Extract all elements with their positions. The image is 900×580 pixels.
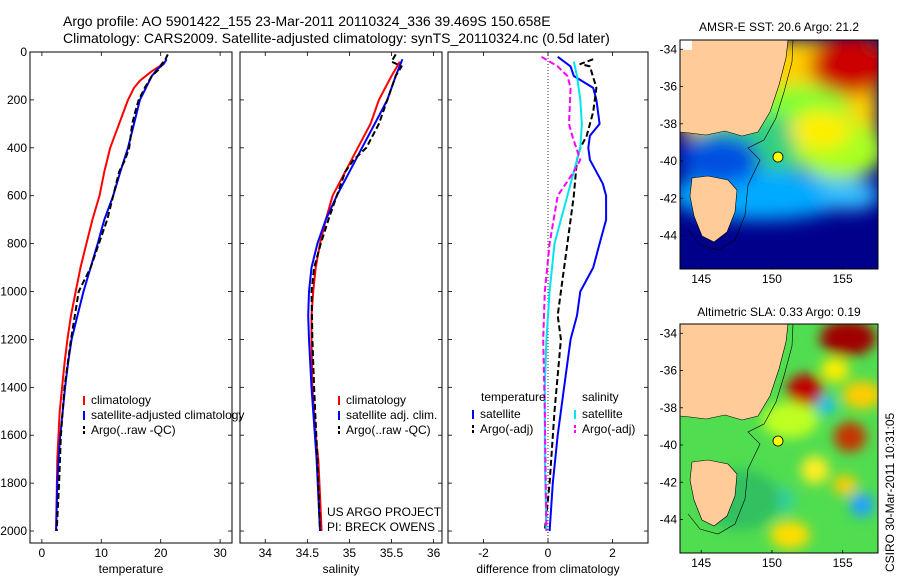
sla_map-lon-tick-label: 145 bbox=[691, 556, 711, 570]
sla-map: 145 150 155 -34 -36 -38 -40 -42 -44 bbox=[660, 323, 879, 570]
depth-tick-label: 1200 bbox=[0, 332, 27, 346]
difference-x-tick-label: -2 bbox=[478, 546, 489, 560]
sst_map-lat-tick-label: -36 bbox=[660, 80, 678, 94]
temperature-legend-entry: Argo(..raw -QC) bbox=[91, 423, 176, 437]
depth-tick-label: 400 bbox=[7, 141, 27, 155]
temperature-x-axis-label: temperature bbox=[99, 562, 164, 576]
sst_map-lon-tick-label: 145 bbox=[691, 272, 711, 286]
australia-mainland-shape bbox=[680, 40, 789, 137]
tasmania-shape-sla bbox=[689, 459, 738, 527]
sst-map: 145 150 155 -34 -36 -38 -40 -42 -44 bbox=[660, 39, 879, 286]
figure-title-line2: Climatology: CARS2009. Satellite-adjuste… bbox=[63, 30, 610, 46]
sla_map-lat-tick-label: -42 bbox=[660, 475, 678, 489]
sst_map-lat-tick-label: -44 bbox=[660, 228, 678, 242]
depth-tick-label: 600 bbox=[7, 189, 27, 203]
sst-map-title: AMSR-E SST: 20.6 Argo: 21.2 bbox=[699, 20, 859, 34]
salinity-x-tick-label: 35 bbox=[343, 546, 357, 560]
project-credit: US ARGO PROJECT bbox=[327, 505, 442, 519]
difference-series-0 bbox=[548, 55, 608, 532]
salinity-axes-box bbox=[239, 51, 443, 544]
sst_map-lat-tick-label: -42 bbox=[660, 191, 678, 205]
salinity-series-1 bbox=[307, 58, 404, 532]
difference-legend-entry: satellite bbox=[582, 407, 623, 421]
sla-map-axes: 145 150 155 -34 -36 -38 -40 -42 -44 bbox=[660, 326, 853, 570]
depth-tick-label: 200 bbox=[7, 93, 27, 107]
salinity-legend-entry: Argo(..raw -QC) bbox=[346, 423, 431, 437]
sla_map-lon-tick-label: 150 bbox=[762, 556, 782, 570]
salinity-series-0 bbox=[310, 61, 401, 532]
difference-panel: -2 0 2 difference from climatology temperatu… bbox=[447, 51, 649, 576]
temperature-legend-entry: satellite-adjusted climatology bbox=[91, 408, 244, 422]
sla_map-lat-tick-label: -36 bbox=[660, 364, 678, 378]
difference-legend-entry: satellite bbox=[480, 407, 521, 421]
figure-title-line1: Argo profile: AO 5901422_155 23-Mar-2011… bbox=[63, 13, 551, 29]
sla_map-lat-tick-label: -44 bbox=[660, 512, 678, 526]
temperature-x-tick-label: 30 bbox=[213, 546, 227, 560]
argo-float-marker-sst bbox=[772, 151, 784, 163]
depth-tick-label: 1600 bbox=[0, 428, 27, 442]
depth-tick-label: 0 bbox=[20, 45, 27, 59]
sst_map-lat-tick-label: -34 bbox=[660, 42, 678, 56]
temperature-x-tick-label: 0 bbox=[39, 546, 46, 560]
salinity-panel: 34 34.5 35 35.5 36 salinity climatologysatelli… bbox=[239, 51, 443, 576]
sst-map-axes: 145 150 155 -34 -36 -38 -40 -42 -44 bbox=[660, 42, 853, 286]
temperature-x-tick-label: 10 bbox=[95, 546, 109, 560]
difference-x-axis-label: difference from climatology bbox=[476, 562, 619, 576]
salinity-x-axis-label: salinity bbox=[323, 562, 360, 576]
sla_map-lat-tick-label: -38 bbox=[660, 401, 678, 415]
difference-legend-header-salinity: salinity bbox=[582, 390, 619, 404]
depth-tick-label: 1800 bbox=[0, 476, 27, 490]
difference-series-3 bbox=[540, 55, 582, 532]
temperature-axes-box bbox=[29, 51, 233, 544]
difference-series-1 bbox=[543, 58, 598, 532]
tasmania-shape bbox=[689, 175, 738, 243]
timestamp-stamp: CSIRO 30-Mar-2011 10:31:05 bbox=[883, 412, 897, 572]
salinity-legend-entry: satellite adj. clim. bbox=[346, 408, 437, 422]
sst_map-lon-tick-label: 150 bbox=[762, 272, 782, 286]
temperature-panel: 0 10 20 30 temperature 0 200 400 600 800 1000 1200 1… bbox=[0, 45, 244, 576]
argo-float-marker-sla bbox=[772, 435, 784, 447]
difference-legend-entry: Argo(-adj) bbox=[582, 422, 635, 436]
australia-mainland-shape-sla bbox=[680, 324, 789, 421]
pi-credit: PI: BRECK OWENS bbox=[327, 520, 435, 534]
sla-map-title: Altimetric SLA: 0.33 Argo: 0.19 bbox=[697, 305, 861, 319]
salinity-x-tick-label: 35.5 bbox=[380, 546, 404, 560]
depth-tick-label: 800 bbox=[7, 237, 27, 251]
depth-tick-label: 1400 bbox=[0, 380, 27, 394]
depth-tick-label: 1000 bbox=[0, 285, 27, 299]
salinity-series-2 bbox=[310, 53, 403, 532]
salinity-x-tick-label: 34.5 bbox=[296, 546, 320, 560]
sla_map-lon-tick-label: 155 bbox=[833, 556, 853, 570]
temperature-legend-entry: climatology bbox=[91, 393, 151, 407]
salinity-x-tick-label: 36 bbox=[427, 546, 441, 560]
sla_map-lat-tick-label: -40 bbox=[660, 438, 678, 452]
salinity-legend-entry: climatology bbox=[346, 393, 406, 407]
temperature-x-tick-label: 20 bbox=[154, 546, 168, 560]
sla_map-lat-tick-label: -34 bbox=[660, 326, 678, 340]
difference-legend-header-temperature: temperature bbox=[481, 390, 546, 404]
salinity-x-tick-label: 34 bbox=[259, 546, 273, 560]
difference-legend-entry: Argo(-adj) bbox=[480, 422, 533, 436]
sst_map-lat-tick-label: -40 bbox=[660, 154, 678, 168]
sst_map-lon-tick-label: 155 bbox=[833, 272, 853, 286]
temperature-series-2 bbox=[55, 53, 169, 532]
difference-x-tick-label: 2 bbox=[609, 546, 616, 560]
depth-tick-label: 2000 bbox=[0, 524, 27, 538]
temperature-series-0 bbox=[55, 60, 165, 532]
temperature-series-1 bbox=[55, 58, 168, 532]
difference-x-tick-label: 0 bbox=[545, 546, 552, 560]
sst_map-lat-tick-label: -38 bbox=[660, 117, 678, 131]
